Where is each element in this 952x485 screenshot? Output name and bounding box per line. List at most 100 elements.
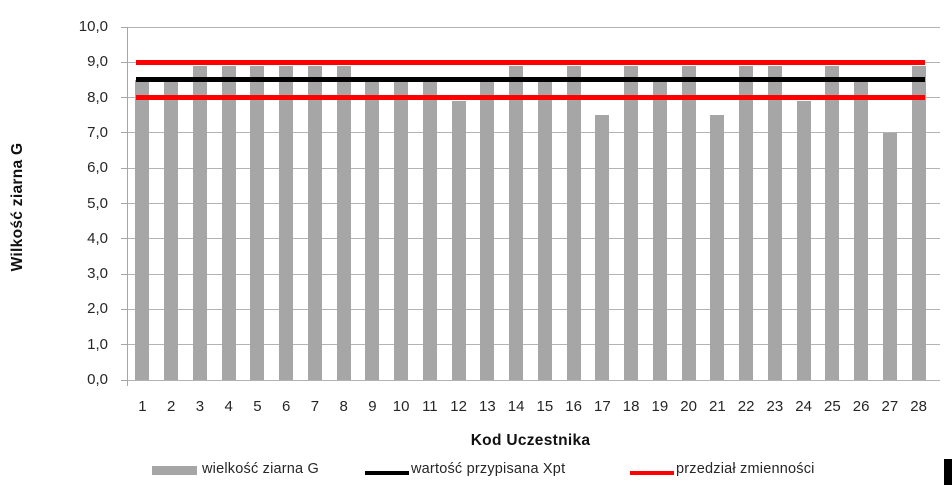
x-axis-tick-labels: 1 2 3 4 5 6 7 8 9 10 11 12 13 14 15 16 17 18 19 20 21 22 23 24 2… (128, 398, 933, 416)
bar-22 (739, 65, 754, 380)
bar-19 (652, 79, 667, 380)
y-tick (121, 308, 128, 310)
y-tick (121, 26, 128, 28)
x-tick-label: 21 (709, 398, 726, 415)
x-tick-label: 27 (881, 398, 899, 415)
x-tick-label: 3 (195, 398, 205, 415)
bar-20 (681, 65, 696, 380)
bar-4 (221, 65, 236, 380)
y-tick (121, 379, 128, 381)
y-tick-label: 6,0 (87, 159, 108, 177)
black-artifact (944, 459, 952, 485)
legend-label: przedział zmienności (676, 461, 815, 477)
gridline (128, 167, 940, 169)
y-tick-label: 3,0 (87, 265, 108, 283)
bar-14 (509, 65, 524, 380)
variability-limit-line (136, 59, 925, 65)
y-tick (121, 61, 128, 63)
gridline (128, 273, 940, 275)
bar-13 (480, 79, 495, 380)
y-tick (121, 344, 128, 346)
bar-15 (537, 79, 552, 380)
x-tick-label: 23 (766, 398, 784, 415)
bar-6 (279, 65, 294, 380)
y-axis-line (127, 27, 128, 386)
bar-24 (796, 101, 811, 380)
bar-28 (911, 65, 926, 380)
y-tick (121, 203, 128, 204)
bar-17 (595, 115, 610, 380)
x-tick-label: 12 (450, 398, 467, 415)
y-tick-label: 8,0 (87, 88, 108, 106)
legend-swatch-bar (152, 466, 197, 475)
y-tick (121, 238, 128, 240)
legend-label: wielkość ziarna G (202, 461, 320, 477)
x-tick-label: 4 (224, 398, 233, 415)
x-tick-label: 22 (737, 398, 755, 415)
y-tick-label: 10,0 (78, 18, 108, 35)
gridline (128, 26, 940, 28)
bar-11 (422, 79, 437, 380)
x-axis-title: Kod Uczestnika (470, 432, 591, 449)
x-tick-label: 6 (281, 398, 291, 415)
x-tick-label: 9 (368, 398, 377, 415)
gridline (128, 344, 940, 346)
y-tick (121, 167, 128, 169)
bar-21 (710, 115, 725, 380)
x-tick-label: 25 (824, 398, 841, 415)
gridline (128, 132, 940, 134)
x-tick-label: 7 (310, 398, 320, 415)
y-tick-label: 7,0 (87, 123, 108, 141)
y-tick-label: 5,0 (87, 194, 108, 212)
bar-27 (882, 132, 897, 380)
x-tick-label: 10 (392, 398, 410, 415)
legend-swatch-line (365, 471, 409, 475)
x-tick-label: 20 (680, 398, 697, 415)
bar-26 (854, 79, 869, 380)
bar-2 (164, 79, 179, 380)
gridline (128, 238, 940, 240)
x-tick-label: 24 (795, 398, 812, 415)
gridline (128, 203, 940, 204)
y-tick-label: 4,0 (87, 229, 108, 247)
y-tick-label: 0,0 (87, 371, 108, 388)
bar-9 (365, 79, 380, 380)
gridline (128, 308, 940, 310)
y-axis-title: Wilkość ziarna G (9, 142, 26, 272)
legend-swatch-line (630, 471, 674, 475)
bar-8 (336, 65, 351, 380)
x-tick-label: 8 (339, 398, 348, 415)
x-tick-label: 11 (422, 398, 438, 415)
x-tick-label: 15 (536, 398, 554, 415)
bar-5 (250, 65, 265, 380)
y-tick-label: 1,0 (87, 335, 108, 353)
x-tick-label: 1 (138, 398, 147, 415)
assigned-value-line (136, 77, 925, 83)
gridline (128, 379, 940, 381)
bar-25 (825, 65, 840, 380)
x-tick-label: 26 (852, 398, 870, 415)
x-tick-label: 16 (565, 398, 582, 415)
y-tick (121, 132, 128, 134)
x-tick-label: 18 (622, 398, 640, 415)
x-tick-label: 2 (166, 398, 176, 415)
y-tick (121, 273, 128, 275)
legend-label: wartość przypisana Xpt (411, 461, 566, 477)
y-tick-label: 2,0 (87, 300, 108, 318)
y-tick (121, 97, 128, 99)
bar-1 (135, 79, 150, 380)
y-tick-label: 9,0 (87, 53, 108, 71)
x-tick-label: 13 (479, 398, 496, 415)
x-tick-label: 28 (910, 398, 927, 415)
bar-7 (307, 65, 322, 380)
x-tick-label: 19 (651, 398, 669, 415)
x-tick-label: 5 (253, 398, 262, 415)
x-tick-label: 17 (594, 398, 611, 415)
bar-18 (624, 65, 639, 380)
x-tick-label: 14 (507, 398, 525, 415)
bar-10 (394, 79, 409, 380)
bar-23 (767, 65, 782, 380)
plot-area (128, 26, 940, 381)
bar-16 (566, 65, 581, 380)
